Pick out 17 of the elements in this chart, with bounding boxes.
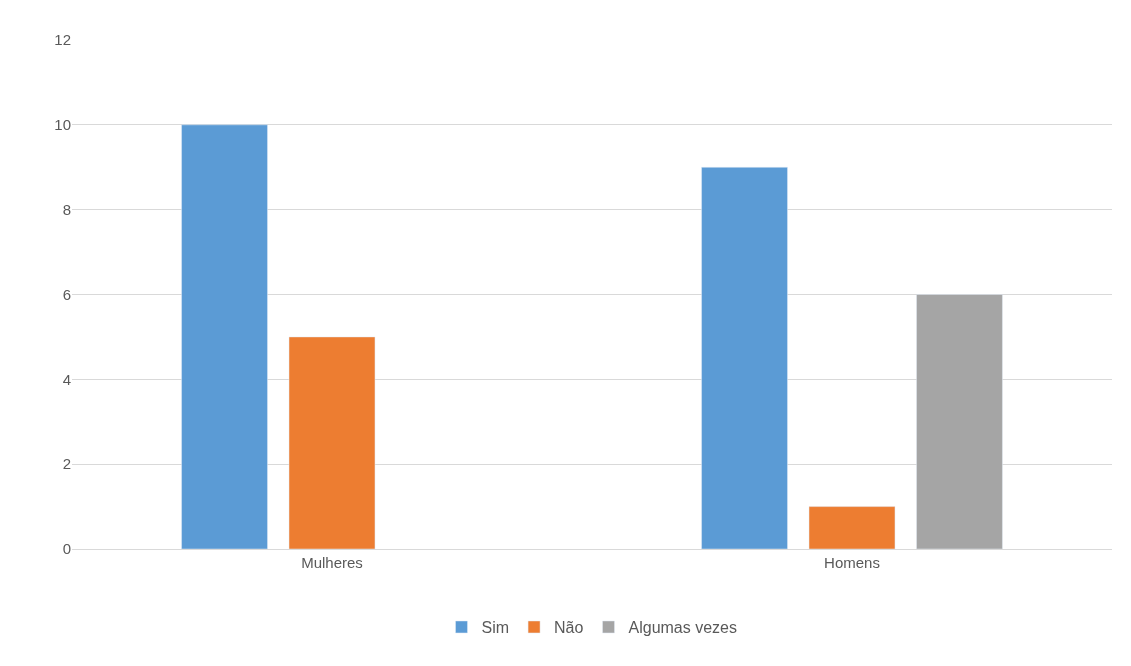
y-tick-label: 2 [62,455,71,473]
y-tick-label: 12 [54,31,71,49]
y-tick-label: 0 [62,540,71,558]
bar [916,294,1003,549]
bar [701,167,788,549]
legend-label: Algumas vezes [628,619,738,637]
bar [288,336,376,549]
x-tick-label: Mulheres [301,554,363,571]
legend-label: Não [554,619,584,637]
x-tick-label: Homens [824,554,880,571]
bar [181,124,268,549]
legend-label: Sim [481,619,510,637]
bar [808,506,896,549]
y-tick-label: 6 [62,285,71,303]
y-tick-label: 4 [62,370,71,388]
y-tick-label: 10 [54,116,71,134]
y-tick-label: 8 [62,200,71,218]
